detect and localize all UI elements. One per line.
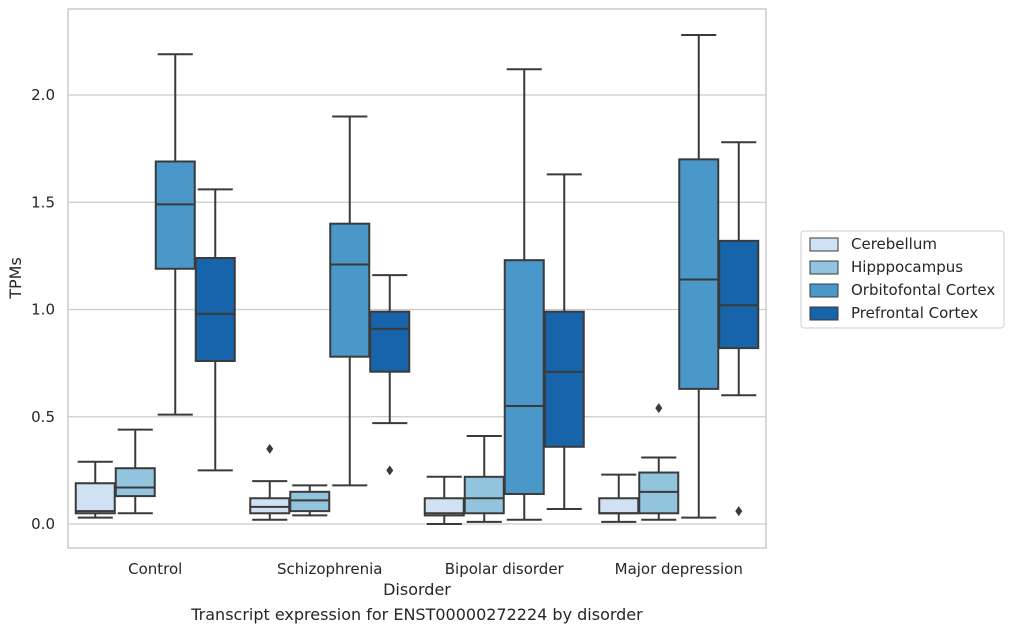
outlier-point (735, 506, 743, 517)
box-group (718, 141, 760, 517)
plot-frame (67, 8, 767, 549)
box-iqr (114, 467, 156, 498)
x-tick-label: Schizophrenia (277, 560, 382, 578)
box-iqr (718, 239, 760, 350)
y-tick-label: 0.5 (31, 408, 55, 426)
box-group (329, 115, 371, 487)
x-tick-label: Control (128, 560, 182, 578)
x-axis-label: Disorder (383, 580, 451, 599)
y-tick-label: 1.5 (31, 193, 55, 211)
box-iqr (369, 310, 411, 373)
box-iqr (249, 497, 291, 515)
box-iqr (289, 490, 331, 513)
legend: Cerebellum Hipppocampus Orbitofontal Corte… (800, 230, 1005, 329)
legend-swatch (809, 306, 839, 321)
box-group (678, 33, 720, 519)
box-iqr (598, 497, 640, 515)
box-group (638, 403, 680, 521)
y-tick-labels: 0.0 0.5 1.0 1.5 2.0 (31, 86, 55, 533)
box-iqr (543, 310, 585, 448)
grid-lines (68, 94, 766, 525)
x-tick-label: Major depression (615, 560, 743, 578)
x-tick-labels: Control Schizophrenia Bipolar disorder Majo… (128, 560, 743, 578)
y-tick-label: 1.0 (31, 301, 55, 319)
box-iqr (463, 475, 505, 515)
legend-swatch (809, 237, 839, 252)
box-iqr (678, 158, 720, 390)
y-tick-label: 2.0 (31, 86, 55, 104)
legend-frame (800, 230, 1005, 329)
outlier-point (386, 465, 394, 476)
box-group (369, 274, 411, 476)
figure-caption: Transcript expression for ENST0000027222… (191, 605, 643, 624)
legend-swatch (809, 260, 839, 275)
box-iqr (329, 222, 371, 358)
box-group (598, 473, 640, 523)
outlier-point (266, 443, 274, 454)
box-group (114, 428, 156, 515)
box-group (154, 53, 196, 416)
y-tick-label: 0.0 (31, 515, 55, 533)
y-axis-label: TPMs (6, 257, 25, 300)
box-iqr (638, 471, 680, 515)
box-iqr (503, 259, 545, 495)
box-iqr (74, 482, 116, 515)
legend-label: Cerebellum (851, 235, 937, 253)
x-tick-label: Bipolar disorder (445, 560, 565, 578)
legend-label: Hipppocampus (851, 258, 963, 276)
box-group (249, 443, 291, 521)
legend-label: Orbitofontal Cortex (851, 281, 995, 299)
box-group (74, 460, 116, 519)
box-iqr (194, 257, 236, 362)
box-group (289, 484, 331, 517)
box-group (463, 435, 505, 523)
box-group (543, 173, 585, 510)
box-iqr (154, 160, 196, 270)
legend-label: Prefrontal Cortex (851, 304, 978, 322)
box-group (194, 188, 236, 472)
outlier-point (655, 403, 663, 414)
legend-swatch (809, 283, 839, 298)
box-group (423, 475, 465, 525)
box-group (503, 68, 545, 521)
box-marks (74, 33, 760, 525)
